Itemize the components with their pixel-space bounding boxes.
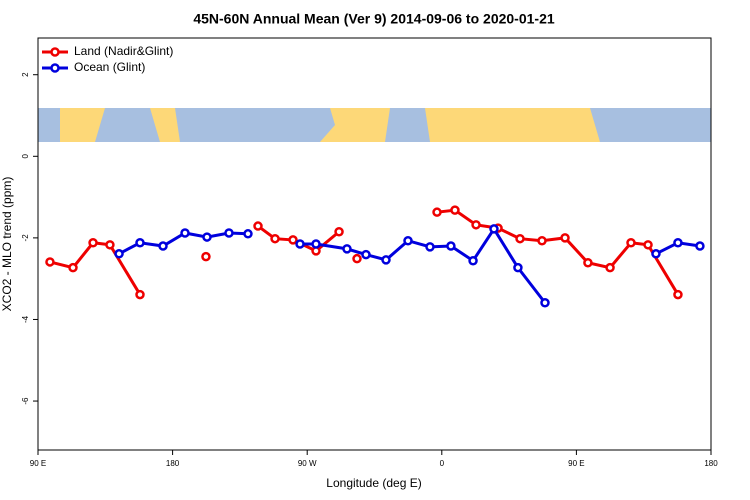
data-point bbox=[352, 253, 362, 264]
data-point bbox=[446, 241, 456, 251]
x-tick-label: 90 E bbox=[568, 459, 584, 468]
data-point bbox=[288, 235, 298, 245]
data-point bbox=[432, 207, 442, 217]
data-point bbox=[468, 255, 478, 266]
data-point bbox=[342, 244, 352, 254]
data-point bbox=[180, 228, 190, 238]
y-axis-label: XCO2 - MLO trend (ppm) bbox=[0, 177, 14, 312]
data-point bbox=[135, 289, 145, 300]
data-point bbox=[583, 258, 593, 268]
y-tick-label: -4 bbox=[21, 315, 30, 323]
x-tick-label: 90 E bbox=[30, 459, 46, 468]
data-point bbox=[68, 262, 78, 273]
data-point bbox=[626, 238, 636, 248]
x-tick-label: 180 bbox=[704, 459, 718, 468]
chart-title: 45N-60N Annual Mean (Ver 9) 2014-09-06 t… bbox=[193, 11, 555, 27]
data-point bbox=[158, 241, 168, 251]
legend-marker bbox=[50, 63, 60, 73]
legend-marker bbox=[50, 47, 60, 57]
y-tick-label: 0 bbox=[21, 154, 30, 159]
data-point bbox=[425, 242, 435, 252]
data-point bbox=[88, 238, 98, 248]
data-point bbox=[334, 227, 344, 237]
map-band bbox=[38, 108, 711, 142]
data-point bbox=[673, 238, 683, 248]
plot-frame bbox=[37, 37, 712, 451]
data-point bbox=[403, 235, 413, 246]
data-point bbox=[45, 257, 55, 267]
data-point bbox=[695, 241, 705, 251]
data-point bbox=[361, 249, 371, 260]
data-point bbox=[201, 251, 211, 262]
legend-label: Ocean (Glint) bbox=[74, 60, 145, 74]
legend-label: Land (Nadir&Glint) bbox=[74, 44, 173, 58]
data-point bbox=[651, 249, 661, 259]
y-tick-label: -6 bbox=[21, 397, 30, 405]
data-point bbox=[605, 262, 615, 273]
data-point bbox=[202, 232, 212, 242]
data-point bbox=[673, 289, 683, 300]
data-point bbox=[560, 233, 570, 243]
x-tick-label: 0 bbox=[440, 459, 445, 468]
data-point bbox=[295, 239, 305, 249]
data-point bbox=[311, 239, 321, 249]
x-tick-label: 90 W bbox=[298, 459, 317, 468]
data-point bbox=[450, 205, 460, 215]
data-point bbox=[135, 238, 145, 248]
y-tick-label: 2 bbox=[21, 72, 30, 77]
data-point bbox=[643, 240, 653, 250]
data-point bbox=[489, 224, 499, 234]
y-tick-label: -2 bbox=[21, 234, 30, 242]
data-point bbox=[471, 220, 481, 230]
data-point bbox=[114, 249, 124, 259]
data-point bbox=[243, 229, 253, 239]
data-point bbox=[253, 221, 263, 231]
data-point bbox=[105, 240, 115, 250]
data-point bbox=[515, 233, 525, 244]
data-point bbox=[270, 233, 280, 244]
data-point bbox=[513, 262, 523, 273]
data-point bbox=[224, 228, 234, 238]
x-tick-label: 180 bbox=[166, 459, 180, 468]
data-point bbox=[381, 255, 391, 265]
x-axis-label: Longitude (deg E) bbox=[326, 476, 421, 490]
data-point bbox=[537, 235, 547, 246]
data-point bbox=[540, 297, 550, 308]
